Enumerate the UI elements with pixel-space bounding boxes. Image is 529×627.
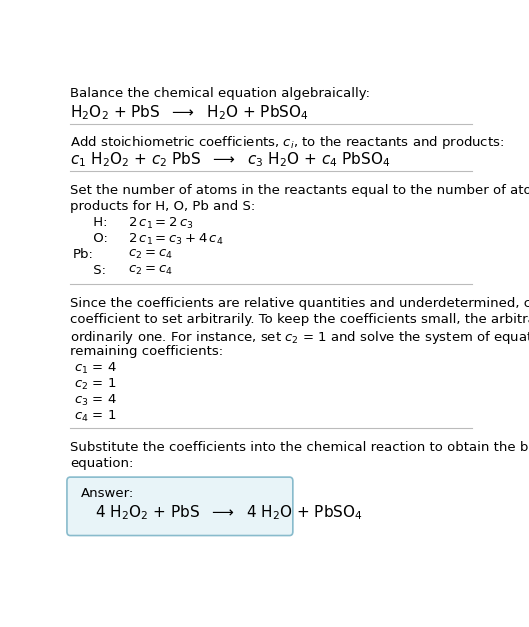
Text: $c_1$ H$_2$O$_2$ + $c_2$ PbS  $\longrightarrow$  $c_3$ H$_2$O + $c_4$ PbSO$_4$: $c_1$ H$_2$O$_2$ + $c_2$ PbS $\longright… <box>70 150 391 169</box>
Text: equation:: equation: <box>70 457 134 470</box>
Text: $c_2 = c_4$: $c_2 = c_4$ <box>124 264 172 277</box>
Text: $2\,c_1 = 2\,c_3$: $2\,c_1 = 2\,c_3$ <box>124 216 193 231</box>
Text: coefficient to set arbitrarily. To keep the coefficients small, the arbitrary va: coefficient to set arbitrarily. To keep … <box>70 314 529 327</box>
Text: 4 H$_2$O$_2$ + PbS  $\longrightarrow$  4 H$_2$O + PbSO$_4$: 4 H$_2$O$_2$ + PbS $\longrightarrow$ 4 H… <box>95 503 362 522</box>
Text: remaining coefficients:: remaining coefficients: <box>70 345 223 358</box>
Text: $c_3$ = 4: $c_3$ = 4 <box>74 393 117 408</box>
Text: $c_4$ = 1: $c_4$ = 1 <box>74 409 116 424</box>
Text: $c_2$ = 1: $c_2$ = 1 <box>74 377 116 393</box>
Text: $c_2 = c_4$: $c_2 = c_4$ <box>124 248 172 261</box>
Text: H$_2$O$_2$ + PbS  $\longrightarrow$  H$_2$O + PbSO$_4$: H$_2$O$_2$ + PbS $\longrightarrow$ H$_2$… <box>70 103 309 122</box>
Text: products for H, O, Pb and S:: products for H, O, Pb and S: <box>70 200 256 213</box>
Text: Answer:: Answer: <box>80 487 134 500</box>
Text: O:: O: <box>89 232 107 245</box>
Text: Pb:: Pb: <box>72 248 93 261</box>
Text: Set the number of atoms in the reactants equal to the number of atoms in the: Set the number of atoms in the reactants… <box>70 184 529 197</box>
Text: Add stoichiometric coefficients, $c_i$, to the reactants and products:: Add stoichiometric coefficients, $c_i$, … <box>70 134 505 151</box>
Text: ordinarily one. For instance, set $c_2$ = 1 and solve the system of equations fo: ordinarily one. For instance, set $c_2$ … <box>70 329 529 346</box>
Text: S:: S: <box>89 264 106 277</box>
Text: Substitute the coefficients into the chemical reaction to obtain the balanced: Substitute the coefficients into the che… <box>70 441 529 454</box>
Text: H:: H: <box>89 216 107 229</box>
Text: Balance the chemical equation algebraically:: Balance the chemical equation algebraica… <box>70 87 370 100</box>
Text: Since the coefficients are relative quantities and underdetermined, choose a: Since the coefficients are relative quan… <box>70 297 529 310</box>
FancyBboxPatch shape <box>67 477 293 535</box>
Text: $2\,c_1 = c_3 + 4\,c_4$: $2\,c_1 = c_3 + 4\,c_4$ <box>124 232 223 247</box>
Text: $c_1$ = 4: $c_1$ = 4 <box>74 361 117 376</box>
